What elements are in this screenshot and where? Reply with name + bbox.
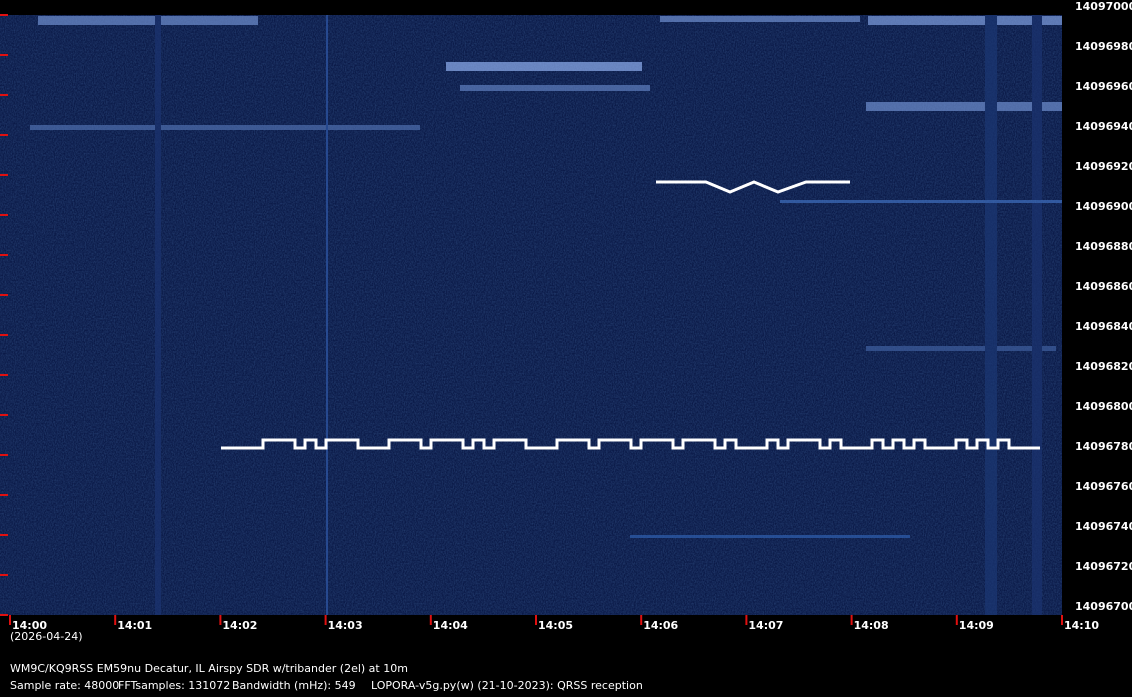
y-tick-label: 14097000 [1075,0,1132,13]
signal-trace [656,180,850,194]
signal-trace [221,438,1040,450]
x-tick-label: 14:08 [854,619,889,632]
x-tick-label: 14:03 [328,619,363,632]
setting: Bandwidth (mHz): 549 [232,679,356,692]
y-tick-label: 14096940 [1075,120,1132,133]
y-tick-label: 14096920 [1075,160,1132,173]
y-tick-label: 14096720 [1075,560,1132,573]
faint-signals [30,15,1062,615]
y-tick-label: 14096860 [1075,280,1132,293]
x-tick-label: 14:00 [12,619,47,632]
station-info: WM9C/KQ9RSS EM59nu Decatur, IL Airspy SD… [10,662,408,675]
x-tick-label: 14:02 [222,619,257,632]
y-tick-label: 14096820 [1075,360,1132,373]
y-tick-label: 14096960 [1075,80,1132,93]
y-tick-label: 14096700 [1075,600,1132,613]
x-tick-label: 14:05 [538,619,573,632]
y-tick-label: 14096840 [1075,320,1132,333]
y-tick-label: 14096980 [1075,40,1132,53]
y-tick-label: 14096740 [1075,520,1132,533]
x-tick-label: 14:07 [748,619,783,632]
x-tick-label: 14:09 [959,619,994,632]
setting: FFTsamples: 131072 [118,679,230,692]
x-tick-label: 14:06 [643,619,678,632]
y-tick-label: 14096900 [1075,200,1132,213]
date-label: (2026-04-24) [10,630,83,643]
x-tick-label: 14:01 [117,619,152,632]
y-tick-label: 14096780 [1075,440,1132,453]
y-tick-label: 14096800 [1075,400,1132,413]
noise [0,15,1062,615]
x-tick-label: 14:04 [433,619,468,632]
setting: Sample rate: 48000 [10,679,119,692]
x-tick-label: 14:10 [1064,619,1099,632]
y-tick-label: 14096760 [1075,480,1132,493]
software-info: LOPORA-v5g.py(w) (21-10-2023): QRSS rece… [371,679,643,692]
y-tick-label: 14096880 [1075,240,1132,253]
